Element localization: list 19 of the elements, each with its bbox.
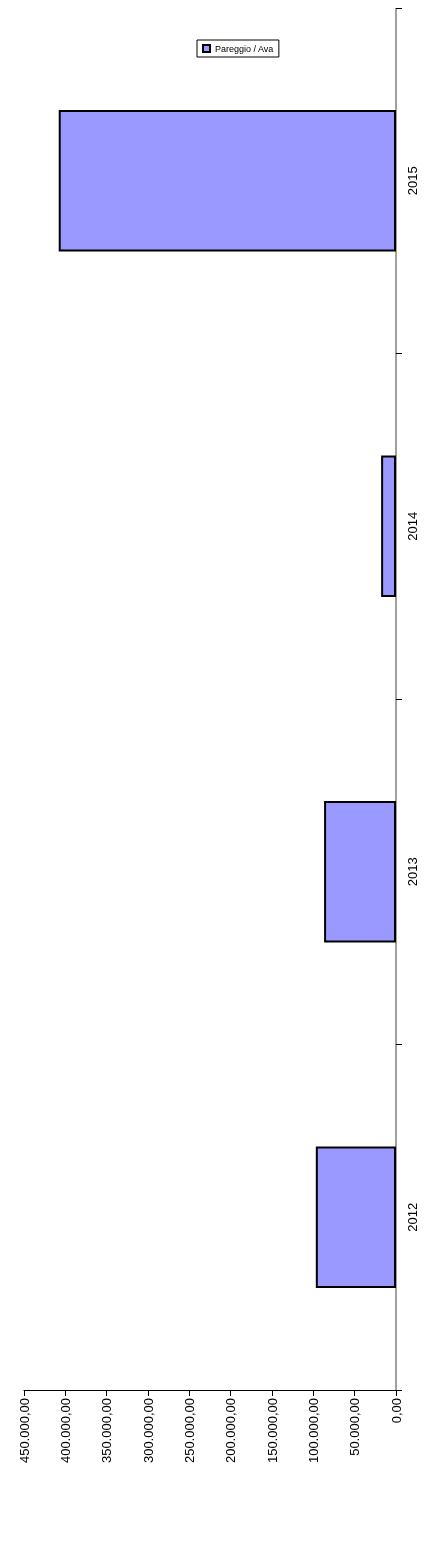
x-tick-label: 100.000,00 xyxy=(305,1398,321,1464)
y-tick-label: 2013 xyxy=(405,857,420,887)
legend-label: Pareggio / Ava xyxy=(215,43,274,54)
x-tick-label: 350.000,00 xyxy=(99,1398,115,1464)
x-tick-label: 400.000,00 xyxy=(57,1398,73,1464)
x-tick-label: 0,00 xyxy=(388,1398,404,1424)
x-tick-label: 200.000,00 xyxy=(223,1398,239,1464)
y-tick-label: 2014 xyxy=(405,511,420,541)
x-tick-label: 450.000,00 xyxy=(16,1398,32,1464)
bar xyxy=(324,800,396,943)
y-tick-label: 2012 xyxy=(405,1202,420,1232)
x-tick-label: 300.000,00 xyxy=(140,1398,156,1464)
x-tick-label: 250.000,00 xyxy=(181,1398,197,1464)
bar xyxy=(381,455,396,598)
x-tick-label: 50.000,00 xyxy=(347,1398,363,1456)
bar xyxy=(58,109,396,252)
y-tick-label: 2015 xyxy=(405,166,420,196)
x-tick-label: 150.000,00 xyxy=(264,1398,280,1464)
bar xyxy=(315,1146,396,1289)
